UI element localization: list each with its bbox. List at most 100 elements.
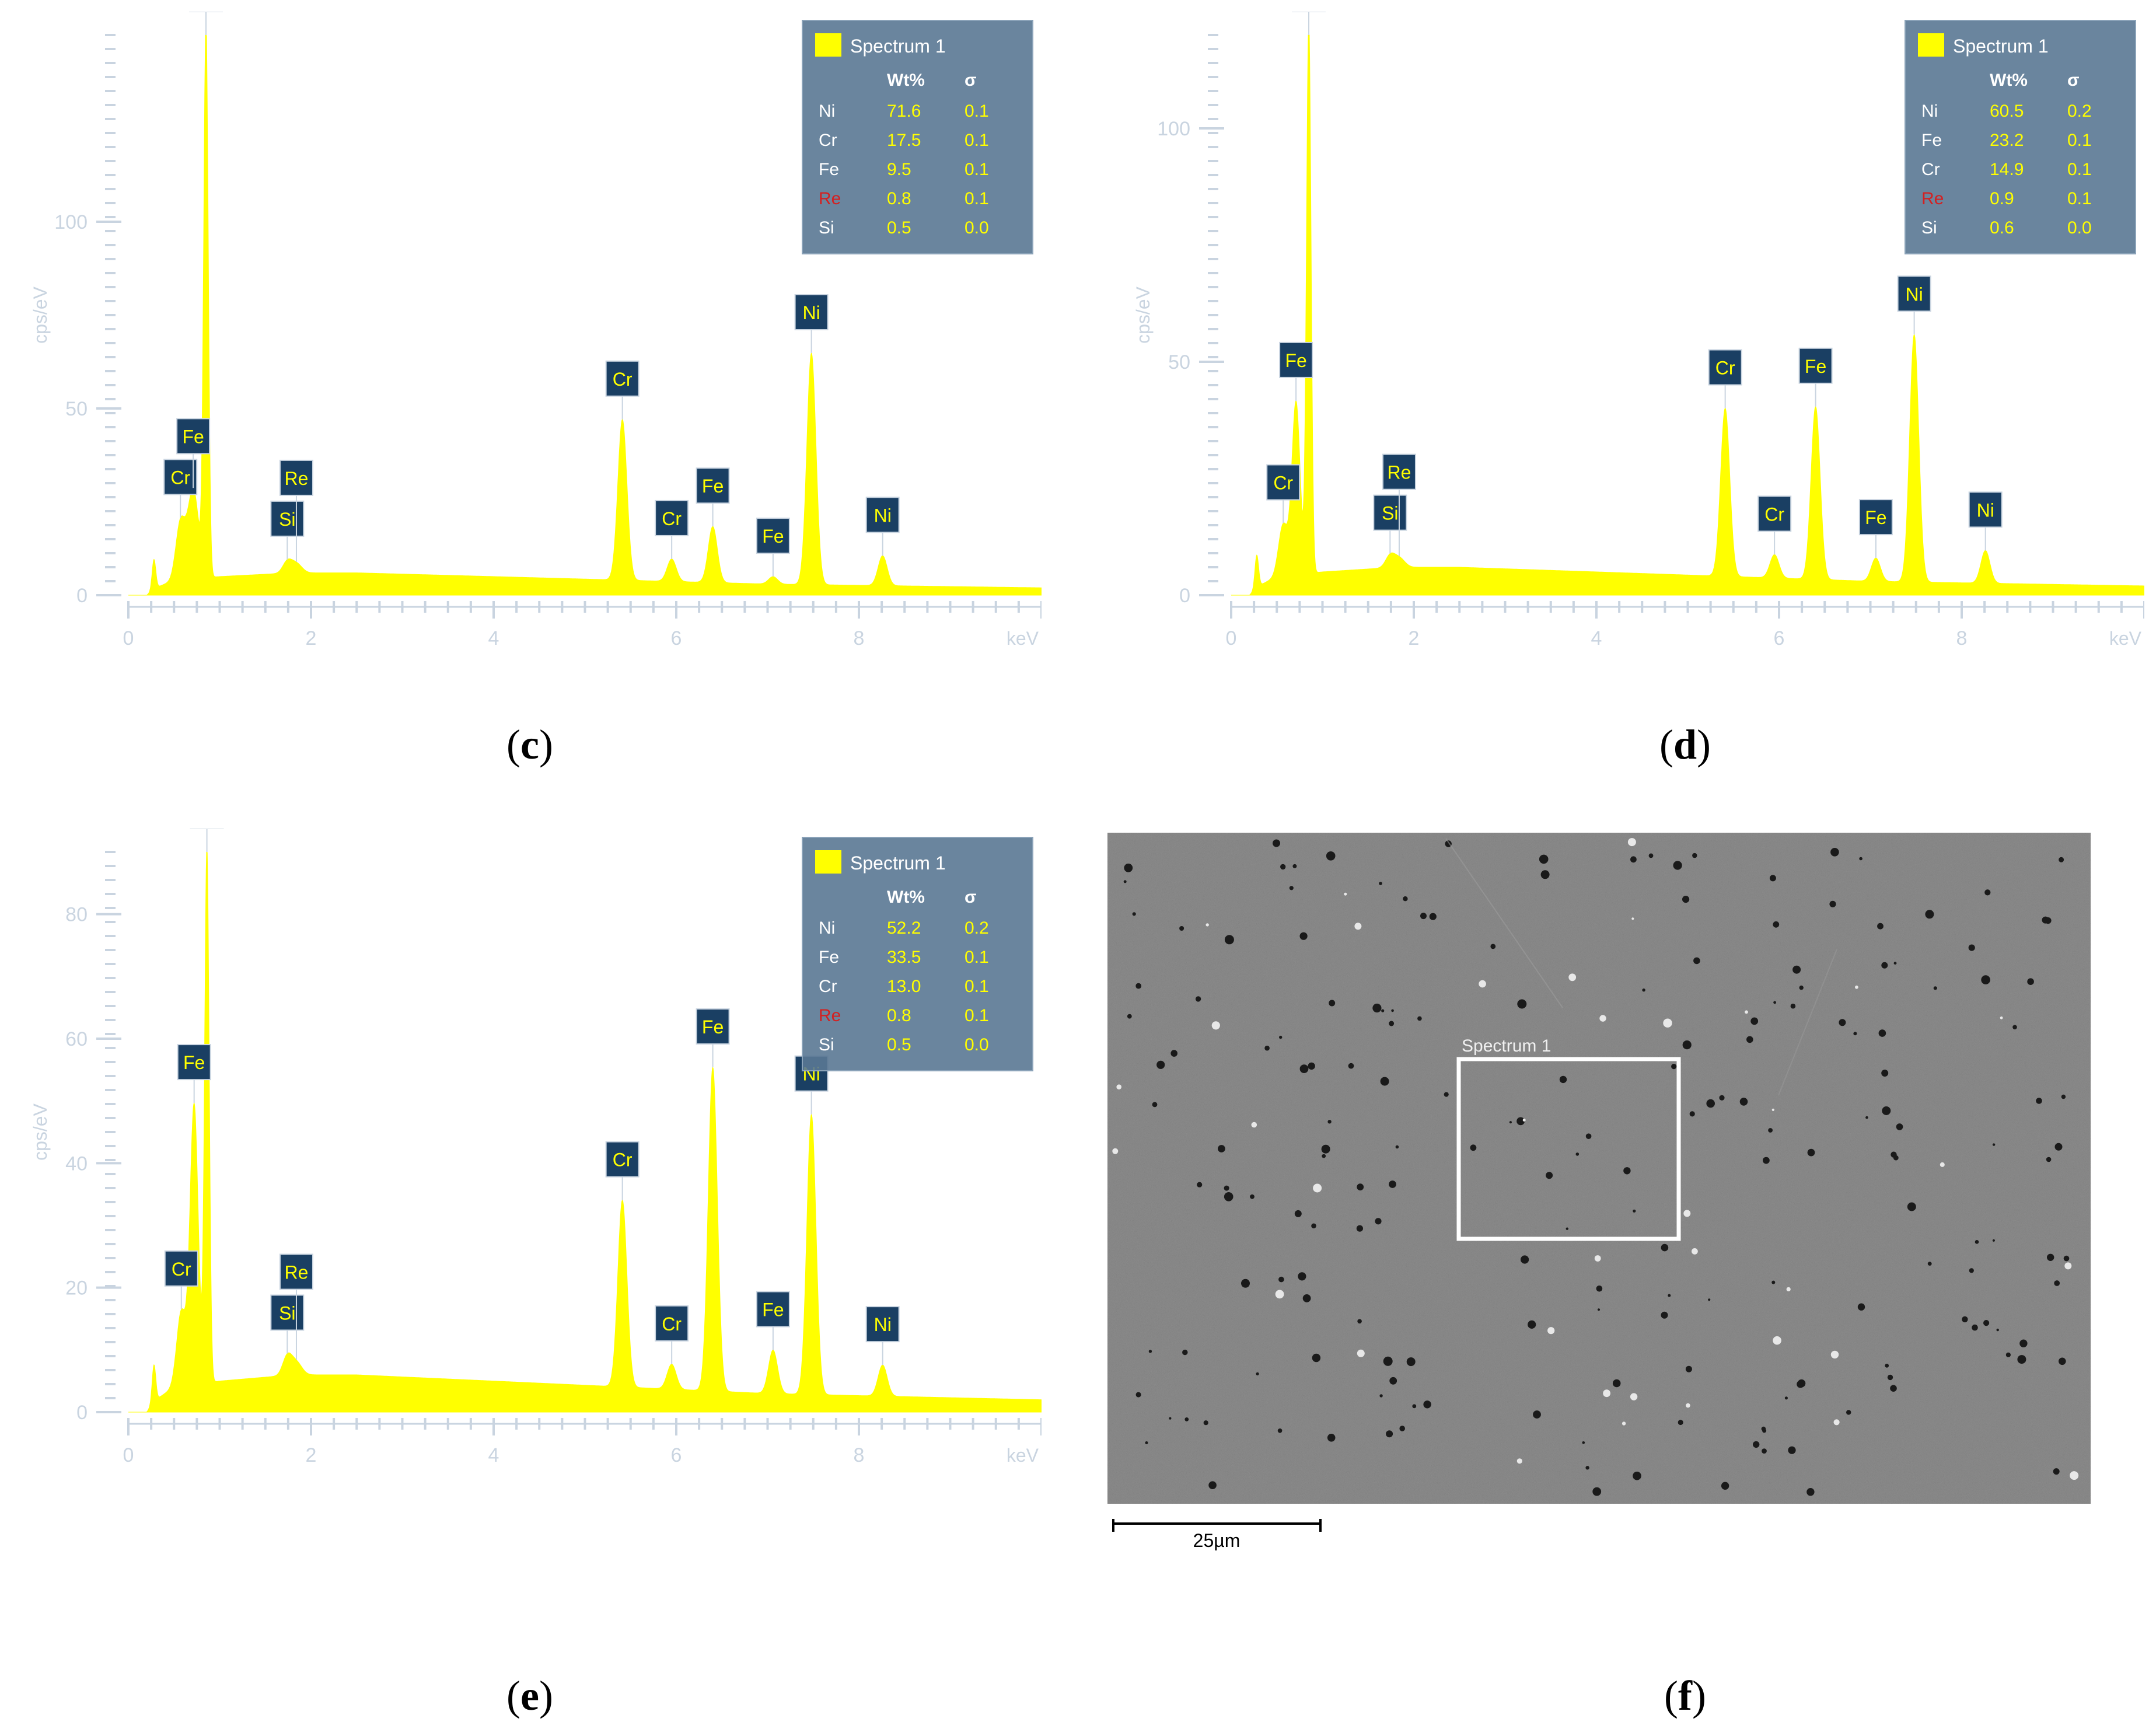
sem-pore <box>1344 892 1347 896</box>
sem-pore <box>1277 1428 1283 1433</box>
sem-pore <box>1853 1032 1857 1036</box>
peak-label: Re <box>1382 453 1416 557</box>
sem-pore <box>2047 1253 2054 1261</box>
svg-text:Fe: Fe <box>702 476 724 497</box>
svg-text:Ni: Ni <box>874 1314 892 1335</box>
sem-pore <box>1389 1180 1396 1188</box>
sem-pore <box>1294 1210 1302 1217</box>
sem-pore <box>1208 1481 1217 1489</box>
sem-pore <box>1933 986 1937 990</box>
sem-pore <box>2059 857 2064 862</box>
sem-pore <box>1329 1000 1336 1007</box>
peak-label: Fe <box>1279 341 1313 401</box>
legend-wt-value: 0.5 <box>887 218 911 237</box>
sem-pore <box>2036 1098 2042 1104</box>
legend-col-wt: Wt% <box>887 71 925 90</box>
legend-element: Cr <box>819 977 837 996</box>
sem-pore <box>1890 1385 1897 1392</box>
sem-pore <box>2054 1143 2063 1151</box>
legend-element: Fe <box>1921 131 1942 150</box>
svg-text:Cr: Cr <box>662 1314 682 1335</box>
sem-pore <box>1135 983 1142 989</box>
sem-pore <box>1123 880 1127 883</box>
sem-pore <box>1855 985 1858 989</box>
svg-text:Cr: Cr <box>1764 504 1784 525</box>
sem-pore <box>1630 1393 1638 1400</box>
legend-col-sigma: σ <box>965 71 977 90</box>
svg-text:Ni: Ni <box>803 302 820 323</box>
sem-pore <box>1308 1062 1315 1070</box>
legend-title: Spectrum 1 <box>850 853 946 874</box>
sem-pore <box>1379 882 1382 885</box>
sem-pore <box>1771 1280 1776 1284</box>
y-tick-label: 60 <box>65 1028 88 1050</box>
sem-pore <box>1250 1194 1255 1199</box>
sem-pore <box>1746 1036 1753 1043</box>
sem-pore <box>1859 857 1863 861</box>
svg-text:Si: Si <box>279 1302 295 1323</box>
svg-text:Cr: Cr <box>613 369 633 390</box>
x-tick-label: 0 <box>1226 627 1237 649</box>
legend-element: Cr <box>819 131 837 150</box>
peak-label: Si <box>1373 494 1407 554</box>
sem-pore <box>1389 1021 1395 1026</box>
sem-pore <box>2027 978 2034 985</box>
legend-sigma-value: 0.2 <box>2067 102 2092 121</box>
sem-pore <box>1313 1183 1322 1193</box>
legend-sigma-value: 0.0 <box>965 218 989 237</box>
sem-pore <box>1391 1009 1394 1012</box>
legend-wt-value: 71.6 <box>887 102 921 121</box>
sem-pore <box>1769 875 1776 882</box>
sem-pore <box>1127 1014 1132 1019</box>
x-tick-label: 6 <box>1774 627 1785 649</box>
x-axis-label: keV <box>1007 1445 1039 1466</box>
sem-pore <box>1251 1122 1257 1128</box>
y-tick-label: 0 <box>76 1402 88 1424</box>
y-tick-label: 0 <box>1179 585 1190 607</box>
sem-pore <box>1224 1185 1229 1191</box>
sem-pore <box>1969 1268 1974 1273</box>
caption-d: (d) <box>1659 721 1711 768</box>
sem-pore <box>1739 1098 1748 1106</box>
sem-pore <box>1205 923 1209 927</box>
sem-pore <box>1386 1430 1393 1438</box>
sem-pore <box>1907 1202 1916 1211</box>
legend-box: Spectrum 1 Wt% σ Ni 52.2 0.2 Fe 33.5 0.1 Cr 13.0 0.… <box>802 837 1033 1071</box>
sem-pore <box>1568 973 1577 981</box>
sem-pore <box>2059 1357 2066 1365</box>
sem-pore <box>1797 1379 1806 1388</box>
sem-pore <box>1881 962 1888 969</box>
caption-f: (f) <box>1664 1672 1706 1719</box>
sem-pore <box>1218 1145 1225 1152</box>
legend-title: Spectrum 1 <box>1953 36 2049 57</box>
sem-pore <box>1311 1223 1316 1229</box>
y-tick-label: 20 <box>65 1277 88 1300</box>
sem-pore <box>1648 853 1654 858</box>
sem-pore <box>1179 926 1184 931</box>
sem-pore <box>1599 1015 1606 1022</box>
sem-pore <box>2017 1355 2026 1364</box>
x-tick-label: 8 <box>854 1444 865 1466</box>
sem-pore <box>2063 1255 2070 1262</box>
sem-pore <box>1857 1303 1865 1311</box>
y-tick-label: 50 <box>1168 351 1190 373</box>
legend-sigma-value: 0.1 <box>2067 189 2092 208</box>
sem-pore <box>1380 1077 1389 1086</box>
sem-pore <box>1406 1357 1416 1367</box>
spectrum-area <box>1231 34 2144 596</box>
svg-text:Re: Re <box>285 468 309 489</box>
sem-pore <box>1275 1290 1284 1299</box>
sem-pore <box>1375 1218 1382 1225</box>
legend-element: Re <box>819 1006 841 1025</box>
legend-title: Spectrum 1 <box>850 36 946 57</box>
legend-wt-value: 23.2 <box>1990 131 2024 150</box>
legend-sigma-value: 0.1 <box>965 131 989 150</box>
sem-pore <box>1682 896 1690 903</box>
peak-label: Cr <box>1266 464 1301 523</box>
y-tick-label: 80 <box>65 904 88 926</box>
sem-pore <box>1833 1419 1840 1426</box>
sem-pore <box>1786 1287 1791 1291</box>
svg-text:Fe: Fe <box>702 1017 724 1038</box>
sem-pore <box>1992 1143 1996 1146</box>
sem-pore <box>1327 1120 1332 1124</box>
